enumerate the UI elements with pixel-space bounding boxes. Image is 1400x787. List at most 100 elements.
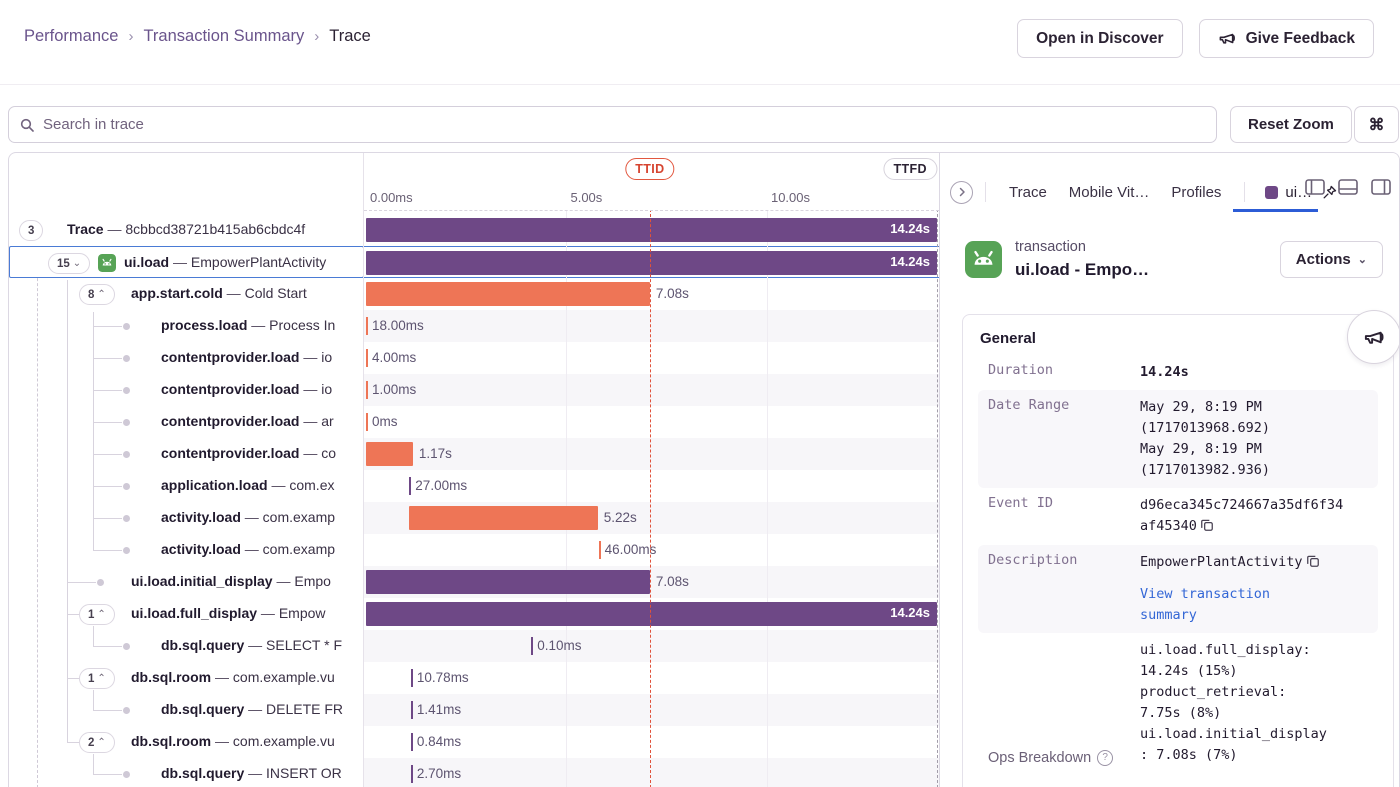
waterfall-row[interactable]: 7.08s: [364, 278, 939, 310]
general-section-title: General: [980, 330, 1036, 347]
pin-tab-icon[interactable]: [1316, 179, 1342, 205]
breadcrumb-transaction-summary[interactable]: Transaction Summary: [143, 27, 305, 45]
trace-tree-row[interactable]: activity.load — com.examp: [9, 502, 363, 534]
trace-tree-row[interactable]: contentprovider.load — co: [9, 438, 363, 470]
trace-tree-row[interactable]: 1 ⌃ db.sql.room — com.example.vu: [9, 662, 363, 694]
give-feedback-button[interactable]: Give Feedback: [1198, 19, 1374, 58]
tab-mobile-vitals[interactable]: Mobile Vit…: [1068, 183, 1150, 201]
trace-tree-row[interactable]: 1 ⌃ ui.load.full_display — Empow: [9, 598, 363, 630]
shortcut-cmd-button[interactable]: ⌘: [1354, 106, 1399, 143]
trace-tree-row[interactable]: ui.load.initial_display — Empo: [9, 566, 363, 598]
span-children-toggle[interactable]: 3: [19, 220, 44, 241]
span-tick[interactable]: [598, 541, 601, 559]
dock-bottom-icon[interactable]: [1338, 179, 1358, 195]
span-bar[interactable]: [409, 506, 598, 530]
tree-connector: [93, 645, 122, 647]
span-children-toggle[interactable]: 15 ⌄: [48, 253, 91, 274]
waterfall-row[interactable]: 1.41ms: [364, 694, 939, 726]
trace-tree-row[interactable]: db.sql.query — INSERT OR: [9, 758, 363, 787]
waterfall-row[interactable]: 14.24s: [364, 214, 939, 246]
trace-tree-row[interactable]: activity.load — com.examp: [9, 534, 363, 566]
span-children-toggle[interactable]: 1 ⌃: [79, 604, 115, 625]
span-children-toggle[interactable]: 8 ⌃: [79, 284, 115, 305]
span-tick[interactable]: [410, 701, 413, 719]
span-op-and-description: ui.load.initial_display — Empo: [131, 573, 331, 589]
tab-profiles[interactable]: Profiles: [1171, 183, 1222, 201]
span-bar[interactable]: 14.24s: [366, 251, 937, 275]
ttfd-badge: TTFD: [883, 158, 937, 180]
help-icon[interactable]: ?: [1097, 749, 1114, 766]
event-id-row: Event ID d96eca345c724667a35df6f34af4534…: [978, 488, 1378, 546]
span-children-toggle[interactable]: 1 ⌃: [79, 668, 115, 689]
span-tick[interactable]: [366, 381, 368, 399]
breadcrumb-performance[interactable]: Performance: [24, 27, 119, 45]
waterfall-row[interactable]: 46.00ms: [364, 534, 939, 566]
android-icon: [98, 254, 116, 272]
span-bar[interactable]: [366, 570, 650, 594]
waterfall-row[interactable]: 2.70ms: [364, 758, 939, 787]
expand-drawer-button[interactable]: [950, 180, 973, 204]
span-op-and-description: ui.load — EmpowerPlantActivity: [124, 254, 327, 270]
span-tick[interactable]: [366, 317, 368, 335]
actions-button[interactable]: Actions ⌄: [1279, 241, 1383, 278]
span-tick[interactable]: [366, 349, 368, 367]
trace-tree-row[interactable]: contentprovider.load — io: [9, 342, 363, 374]
ops-breakdown-label: Ops Breakdown: [988, 749, 1092, 766]
span-op-and-description: activity.load — com.examp: [161, 509, 336, 525]
waterfall-row[interactable]: 0.84ms: [364, 726, 939, 758]
span-tick[interactable]: [410, 765, 413, 783]
trace-tree-row[interactable]: db.sql.query — SELECT * F: [9, 630, 363, 662]
trace-tree-row[interactable]: contentprovider.load — ar: [9, 406, 363, 438]
span-bar[interactable]: [366, 282, 650, 306]
waterfall-row[interactable]: 4.00ms: [364, 342, 939, 374]
tab-trace[interactable]: Trace: [1009, 183, 1047, 201]
drawer-layout-controls: [1305, 179, 1391, 195]
active-tab-underline: [1233, 209, 1318, 212]
waterfall-row[interactable]: 0ms: [364, 406, 939, 438]
copy-icon[interactable]: [1200, 518, 1214, 539]
waterfall-row[interactable]: 5.22s: [364, 502, 939, 534]
search-input[interactable]: [43, 116, 1206, 133]
waterfall-row[interactable]: 18.00ms: [364, 310, 939, 342]
waterfall-row[interactable]: 14.24s: [364, 598, 939, 630]
tree-connector: [67, 581, 96, 583]
copy-icon[interactable]: [1306, 554, 1320, 575]
waterfall-row[interactable]: 10.78ms: [364, 662, 939, 694]
waterfall-row[interactable]: 14.24s: [364, 246, 939, 278]
trace-search: [8, 106, 1217, 143]
reset-zoom-button[interactable]: Reset Zoom: [1230, 106, 1352, 143]
span-tick[interactable]: [531, 637, 534, 655]
trace-tree-row[interactable]: 8 ⌃ app.start.cold — Cold Start: [9, 278, 363, 310]
tree-connector: [93, 421, 122, 423]
waterfall-row[interactable]: 1.00ms: [364, 374, 939, 406]
span-tick[interactable]: [410, 669, 413, 687]
trace-tree-row[interactable]: 15 ⌄ ui.load — EmpowerPlantActivity: [9, 246, 363, 278]
span-op-and-description: contentprovider.load — co: [161, 445, 337, 461]
tree-connector: [93, 453, 122, 455]
view-transaction-summary-link[interactable]: View transaction summary: [1140, 586, 1271, 624]
trace-tree-row[interactable]: application.load — com.ex: [9, 470, 363, 502]
feedback-float-button[interactable]: [1347, 310, 1399, 364]
waterfall-row[interactable]: 1.17s: [364, 438, 939, 470]
trace-tree-row[interactable]: process.load — Process In: [9, 310, 363, 342]
span-tick[interactable]: [410, 733, 413, 751]
dock-right-icon[interactable]: [1371, 179, 1391, 195]
trace-tree-row[interactable]: 3 Trace — 8cbbcd38721b415ab6cbdc4f: [9, 214, 363, 246]
span-children-toggle[interactable]: 2 ⌃: [79, 732, 115, 753]
trace-tree-row[interactable]: db.sql.query — DELETE FR: [9, 694, 363, 726]
waterfall-row[interactable]: 0.10ms: [364, 630, 939, 662]
chevron-up-icon: ⌃: [97, 609, 106, 620]
trace-tree-row[interactable]: contentprovider.load — io: [9, 374, 363, 406]
span-bar[interactable]: [366, 442, 413, 466]
open-in-discover-button[interactable]: Open in Discover: [1017, 19, 1183, 58]
span-duration-label: 14.24s: [890, 605, 930, 620]
span-tick[interactable]: [366, 413, 368, 431]
dock-left-icon[interactable]: [1305, 179, 1325, 195]
leaf-span-dot: [123, 483, 130, 490]
span-tick[interactable]: [409, 477, 412, 495]
waterfall-row[interactable]: 27.00ms: [364, 470, 939, 502]
trace-tree-row[interactable]: 2 ⌃ db.sql.room — com.example.vu: [9, 726, 363, 758]
span-bar[interactable]: 14.24s: [366, 602, 937, 626]
span-bar[interactable]: 14.24s: [366, 218, 937, 242]
waterfall-row[interactable]: 7.08s: [364, 566, 939, 598]
